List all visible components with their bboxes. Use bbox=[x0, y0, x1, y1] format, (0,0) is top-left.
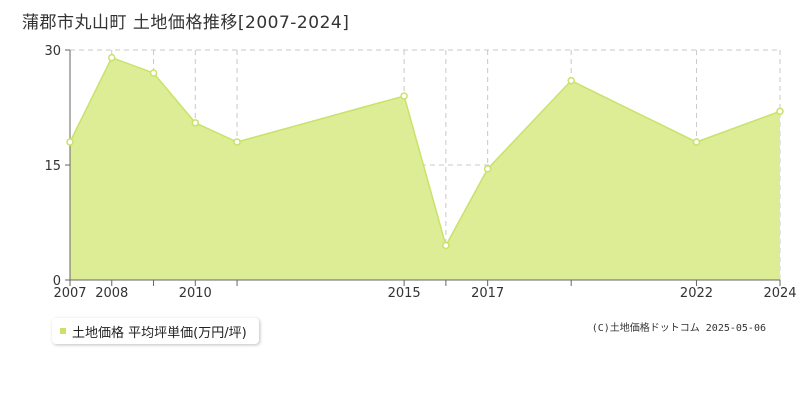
legend-label: 土地価格 平均坪単価(万円/坪) bbox=[72, 325, 247, 341]
y-tick-label: 0 bbox=[53, 274, 61, 289]
data-point bbox=[483, 165, 492, 173]
data-point bbox=[66, 138, 74, 146]
area-chart: 0 15 30 2007 2008 2010 2015 2017 2022 2024 bbox=[44, 44, 796, 301]
x-tick-label: 2024 bbox=[763, 286, 796, 301]
data-point bbox=[442, 241, 450, 250]
x-tick-label: 2010 bbox=[179, 286, 212, 301]
legend: 土地価格 平均坪単価(万円/坪) bbox=[52, 318, 259, 344]
x-tick-label: 2022 bbox=[680, 286, 713, 301]
label-layer: 0 15 30 2007 2008 2010 2015 2017 2022 2024 bbox=[44, 44, 796, 301]
x-tick-label: 2008 bbox=[95, 286, 128, 301]
chart-title: 蒲郡市丸山町 土地価格推移[2007-2024] bbox=[22, 13, 350, 33]
legend-swatch bbox=[60, 328, 66, 334]
data-point bbox=[108, 53, 116, 62]
data-point bbox=[233, 138, 241, 146]
area-fill bbox=[70, 57, 780, 280]
data-point bbox=[567, 76, 575, 85]
axis-layer bbox=[65, 49, 781, 286]
data-point bbox=[400, 92, 408, 100]
x-tick-label: 2015 bbox=[388, 286, 421, 301]
data-point bbox=[149, 69, 158, 77]
data-point bbox=[191, 119, 200, 127]
credit-text: (C)土地価格ドットコム 2025-05-06 bbox=[591, 323, 766, 334]
data-point bbox=[776, 107, 784, 116]
y-tick-label: 15 bbox=[44, 159, 61, 174]
data-point bbox=[692, 138, 701, 146]
x-tick-label: 2007 bbox=[53, 286, 86, 301]
y-tick-label: 30 bbox=[44, 44, 61, 59]
point-layer bbox=[66, 53, 784, 250]
x-tick-label: 2017 bbox=[471, 286, 504, 301]
